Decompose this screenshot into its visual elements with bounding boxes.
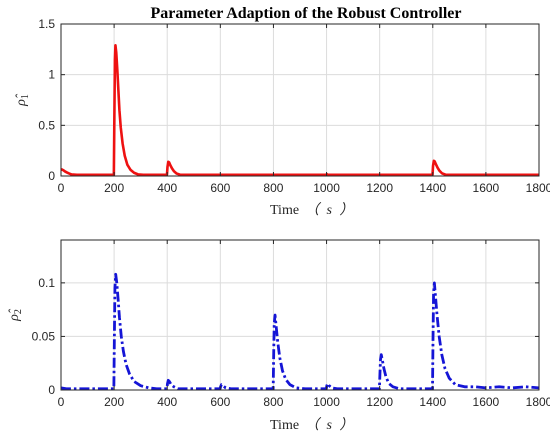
ytick-label-rho2-2: 0.1: [38, 276, 55, 290]
xtick-label-rho1-6: 1200: [366, 181, 393, 195]
ylabel-rho1-text: ρ̂1: [14, 93, 31, 107]
xtick-label-rho2-3: 600: [210, 395, 230, 409]
ylabel-rho2-subscript: 2: [13, 309, 24, 314]
xtick-label-rho1-3: 600: [210, 181, 230, 195]
ylabel-rho2-text: ρ̂2: [7, 308, 24, 322]
xlabel-rho2-unit: （ s ）: [305, 417, 355, 433]
xtick-label-rho2-9: 1800: [526, 395, 550, 409]
grid-rho2: [61, 240, 539, 390]
xtick-label-rho2-8: 1600: [473, 395, 500, 409]
ticks-rho1: 0 200 400 600 800 1000 1200 1400 1600 1800 0 0.5 1 1.…: [38, 17, 550, 195]
xtick-label-rho1-5: 1000: [313, 181, 340, 195]
ticks-rho2: 0 200 400 600 800 1000 1200 1400 1600 1800 0 0.05 0.…: [32, 240, 550, 409]
subplot-rho1: 0 200 400 600 800 1000 1200 1400 1600 1800 0 0.5 1 1.…: [14, 17, 550, 218]
xtick-label-rho1-4: 800: [263, 181, 283, 195]
xtick-label-rho2-0: 0: [58, 395, 65, 409]
ylabel-rho1-subscript: 1: [20, 94, 31, 99]
xtick-label-rho2-2: 400: [157, 395, 177, 409]
subplot-rho2: 0 200 400 600 800 1000 1200 1400 1600 1800 0 0.05 0.…: [7, 239, 550, 433]
ylabel-rho2: ρ̂2: [7, 308, 24, 322]
xlabel-rho1: Time （ s ）: [270, 202, 355, 218]
grid-rho1: [61, 24, 539, 176]
series-line-rho1-0: [60, 43, 539, 177]
ytick-label-rho1-3: 1.5: [38, 17, 55, 31]
xtick-label-rho1-8: 1600: [473, 181, 500, 195]
axes-frame-rho1: [60, 23, 540, 177]
ytick-label-rho1-2: 1: [48, 68, 55, 82]
xtick-label-rho2-1: 200: [104, 395, 124, 409]
ylabel-rho1: ρ̂1: [14, 93, 31, 107]
axes-frame-rho2: [60, 239, 540, 391]
xtick-label-rho2-6: 1200: [366, 395, 393, 409]
xtick-label-rho1-7: 1400: [419, 181, 446, 195]
xtick-label-rho2-4: 800: [263, 395, 283, 409]
ytick-label-rho2-0: 0: [48, 383, 55, 397]
xtick-label-rho1-2: 400: [157, 181, 177, 195]
chart-title: Parameter Adaption of the Robust Control…: [151, 5, 462, 22]
xlabel-rho1-text: Time: [270, 203, 299, 218]
xtick-label-rho1-9: 1800: [526, 181, 550, 195]
ytick-label-rho1-0: 0: [48, 169, 55, 183]
xlabel-rho2-text: Time: [270, 418, 299, 433]
series-layer-rho2: [60, 272, 540, 391]
xtick-label-rho1-0: 0: [58, 181, 65, 195]
series-layer-rho1: [60, 43, 539, 177]
xtick-label-rho2-7: 1400: [419, 395, 446, 409]
xtick-label-rho1-1: 200: [104, 181, 124, 195]
series-line-rho2-0: [60, 272, 540, 391]
xtick-label-rho2-5: 1000: [313, 395, 340, 409]
ytick-label-rho2-1: 0.05: [32, 329, 56, 343]
xlabel-rho2: Time （ s ）: [270, 417, 355, 433]
ytick-label-rho1-1: 0.5: [38, 118, 55, 132]
xlabel-rho1-unit: （ s ）: [305, 202, 355, 218]
